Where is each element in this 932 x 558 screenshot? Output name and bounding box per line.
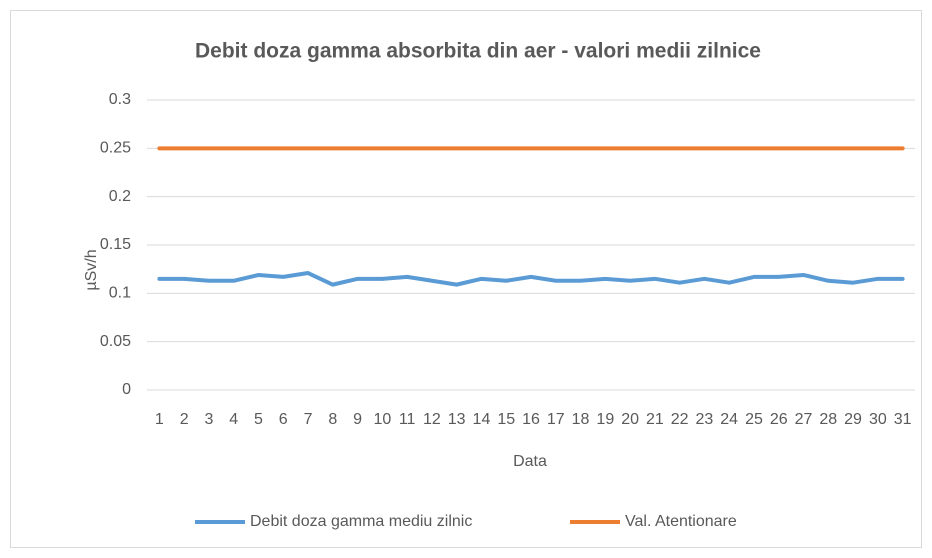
chart-border [10,10,922,548]
x-tick-label: 25 [745,411,763,428]
x-tick-label: 13 [448,411,466,428]
y-tick-label: 0.1 [109,285,131,302]
x-tick-label: 28 [819,411,837,428]
x-tick-label: 2 [180,411,189,428]
x-tick-label: 23 [696,411,714,428]
x-tick-label: 6 [279,411,288,428]
x-tick-label: 24 [720,411,738,428]
x-tick-label: 11 [399,411,416,428]
x-tick-label: 26 [770,411,788,428]
legend-label: Val. Atentionare [625,513,737,530]
x-tick-label: 7 [304,411,313,428]
y-tick-label: 0.15 [100,236,131,253]
x-tick-label: 20 [621,411,639,428]
x-tick-label: 9 [353,411,362,428]
chart-title: Debit doza gamma absorbita din aer - val… [195,40,761,63]
x-tick-label: 4 [229,411,238,428]
x-tick-label: 15 [497,411,515,428]
x-tick-label: 14 [473,411,491,428]
y-axis-label: µSv/h [83,249,100,290]
y-tick-label: 0 [122,381,131,398]
x-tick-label: 31 [894,411,912,428]
y-tick-label: 0.3 [109,91,131,108]
x-tick-label: 30 [869,411,887,428]
x-tick-label: 16 [522,411,540,428]
x-tick-label: 17 [547,411,565,428]
series-line [157,271,905,287]
x-tick-label: 27 [795,411,813,428]
x-tick-label: 18 [572,411,590,428]
y-tick-label: 0.05 [100,333,131,350]
x-tick-label: 19 [596,411,614,428]
x-tick-label: 29 [844,411,862,428]
x-tick-label: 1 [155,411,164,428]
x-tick-label: 22 [671,411,689,428]
x-tick-label: 3 [204,411,213,428]
x-tick-label: 5 [254,411,263,428]
legend-label: Debit doza gamma mediu zilnic [250,513,472,530]
x-tick-label: 21 [646,411,664,428]
x-axis-label: Data [513,453,547,470]
y-tick-label: 0.25 [100,140,131,157]
y-tick-label: 0.2 [109,188,131,205]
x-tick-label: 8 [328,411,337,428]
x-tick-label: 12 [423,411,441,428]
x-tick-label: 10 [373,411,391,428]
